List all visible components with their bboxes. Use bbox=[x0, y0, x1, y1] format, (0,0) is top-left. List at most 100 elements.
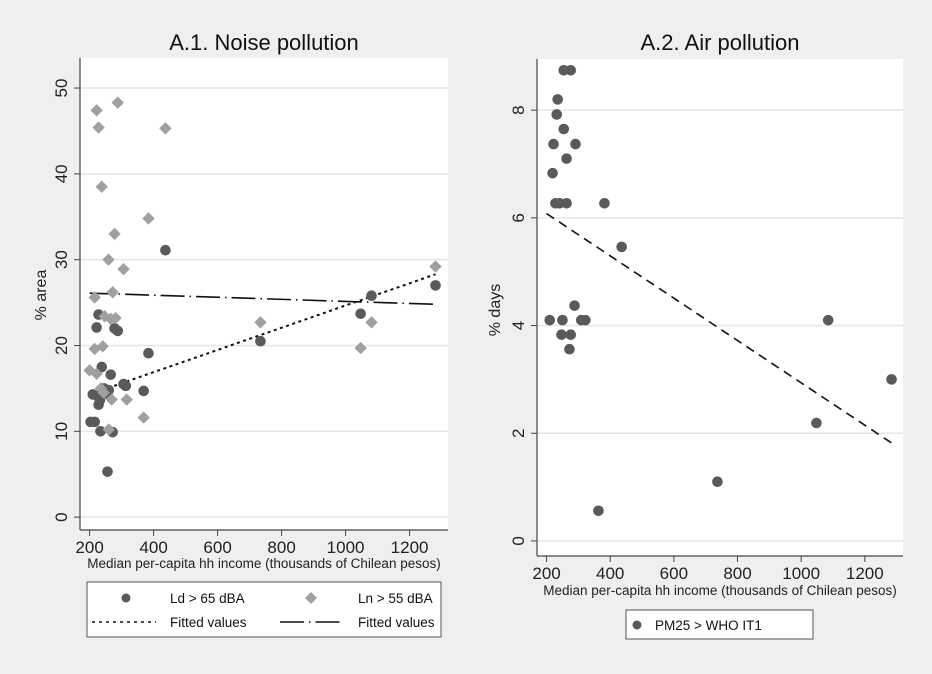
data-point-diamond bbox=[137, 411, 150, 424]
legend-air: PM25 > WHO IT1 bbox=[625, 609, 814, 640]
data-point-diamond bbox=[111, 96, 124, 109]
y-tick-label: 10 bbox=[52, 422, 71, 441]
data-point-circle bbox=[551, 109, 563, 120]
data-point-circle bbox=[822, 314, 834, 326]
y-tick-label: 2 bbox=[509, 428, 528, 437]
fitted-line-dotted bbox=[89, 273, 436, 396]
data-point-diamond bbox=[117, 262, 130, 276]
data-point-circle bbox=[255, 335, 266, 347]
data-point-circle bbox=[565, 329, 577, 340]
data-point-diamond bbox=[90, 104, 103, 117]
data-point-circle bbox=[96, 361, 108, 373]
data-point-circle bbox=[811, 417, 822, 429]
data-point-circle bbox=[561, 153, 572, 164]
data-point-circle bbox=[544, 314, 556, 326]
data-point-circle bbox=[160, 244, 171, 256]
chart-title-noise: A.1. Noise pollution bbox=[169, 30, 359, 55]
legend-symbol-circle bbox=[632, 620, 642, 630]
data-point-circle bbox=[102, 466, 113, 477]
y-tick-label: 6 bbox=[509, 213, 528, 222]
legend-noise: Ld > 65 dBA Ln > 55 dBA Fitted values Fi… bbox=[86, 581, 442, 638]
data-point-circle bbox=[355, 308, 366, 320]
fit-lines-air bbox=[546, 212, 892, 444]
y-label-noise: % area bbox=[33, 270, 50, 321]
data-point-diamond bbox=[108, 227, 121, 241]
data-point-circle bbox=[593, 505, 604, 517]
y-tick-label: 30 bbox=[52, 250, 71, 269]
data-point-circle bbox=[143, 347, 154, 359]
data-point-diamond bbox=[429, 260, 442, 273]
data-point-circle bbox=[366, 290, 377, 302]
chart-title-air: A.2. Air pollution bbox=[641, 30, 800, 55]
data-point-diamond bbox=[96, 340, 109, 353]
data-point-diamond bbox=[365, 316, 378, 329]
data-point-diamond bbox=[95, 180, 108, 193]
fitted-line-dash-dot bbox=[89, 292, 436, 306]
data-point-diamond bbox=[159, 122, 172, 135]
data-point-diamond bbox=[120, 393, 133, 406]
x-tick-label: 1000 bbox=[782, 564, 820, 583]
data-point-circle bbox=[120, 380, 132, 392]
data-point-circle bbox=[580, 314, 591, 326]
x-label-air: Median per-capita hh income (thousands o… bbox=[543, 583, 896, 598]
x-tick-label: 1000 bbox=[327, 538, 365, 557]
data-point-diamond bbox=[106, 286, 119, 299]
points-air bbox=[544, 65, 897, 517]
data-point-circle bbox=[85, 416, 96, 428]
data-point-diamond bbox=[88, 291, 101, 304]
legend-box-noise bbox=[86, 581, 442, 638]
fit-lines-noise bbox=[89, 273, 436, 396]
x-label-noise: Median per-capita hh income (thousands o… bbox=[87, 556, 440, 571]
data-point-circle bbox=[548, 138, 559, 150]
data-point-diamond bbox=[254, 316, 267, 329]
y-tick-label: 0 bbox=[52, 512, 71, 521]
points-noise bbox=[83, 96, 442, 477]
data-point-diamond bbox=[94, 382, 107, 395]
y-label-air: % days bbox=[487, 284, 504, 336]
data-point-circle bbox=[105, 369, 117, 380]
data-point-circle bbox=[886, 374, 897, 385]
data-point-circle bbox=[561, 198, 572, 209]
data-point-circle bbox=[569, 300, 580, 311]
plot-area-noise bbox=[80, 58, 448, 530]
data-point-diamond bbox=[105, 393, 118, 406]
data-point-diamond bbox=[109, 311, 122, 325]
y-tick-label: 4 bbox=[509, 321, 528, 330]
ticks-noise: 0 10 20 30 40 50 200 400 600 800 1000 1200 bbox=[52, 79, 429, 557]
x-tick-label: 400 bbox=[139, 538, 167, 557]
data-point-circle bbox=[616, 241, 627, 253]
legend-symbol-diamond bbox=[305, 592, 317, 604]
data-point-circle bbox=[570, 138, 581, 150]
legend-box-air bbox=[625, 609, 814, 640]
data-point-circle bbox=[94, 395, 106, 406]
data-point-circle bbox=[557, 314, 568, 326]
data-point-diamond bbox=[102, 423, 115, 436]
data-point-circle bbox=[599, 198, 610, 209]
x-tick-label: 1200 bbox=[391, 538, 429, 557]
x-tick-label: 400 bbox=[596, 564, 624, 583]
x-tick-label: 1200 bbox=[846, 564, 884, 583]
data-point-circle bbox=[91, 322, 102, 333]
data-point-diamond bbox=[102, 253, 115, 266]
data-point-circle bbox=[565, 65, 577, 76]
data-point-diamond bbox=[83, 364, 96, 377]
data-point-diamond bbox=[90, 367, 103, 381]
ticks-air: 0 2 4 6 8 200 400 600 800 1000 1200 bbox=[509, 105, 884, 583]
panel-noise: A.1. Noise pollution 0 10 20 30 40 50 200 400 60… bbox=[33, 30, 448, 638]
x-tick-label: 800 bbox=[267, 538, 295, 557]
panel-air: A.2. Air pollution 0 2 4 6 8 200 400 600 800 1000… bbox=[487, 30, 903, 640]
y-tick-label: 20 bbox=[52, 336, 71, 355]
data-point-circle bbox=[547, 167, 558, 179]
data-point-circle bbox=[112, 325, 124, 337]
legend-label-ld: Ld > 65 dBA bbox=[170, 591, 245, 606]
data-point-circle bbox=[712, 476, 723, 487]
y-tick-label: 40 bbox=[52, 164, 71, 183]
data-point-circle bbox=[430, 280, 441, 291]
data-point-circle bbox=[564, 343, 575, 355]
data-point-diamond bbox=[92, 121, 105, 134]
data-point-circle bbox=[95, 426, 106, 437]
x-tick-label: 800 bbox=[723, 564, 751, 583]
data-point-circle bbox=[556, 329, 567, 340]
fitted-line-dashed bbox=[546, 212, 892, 444]
x-tick-label: 200 bbox=[75, 538, 103, 557]
